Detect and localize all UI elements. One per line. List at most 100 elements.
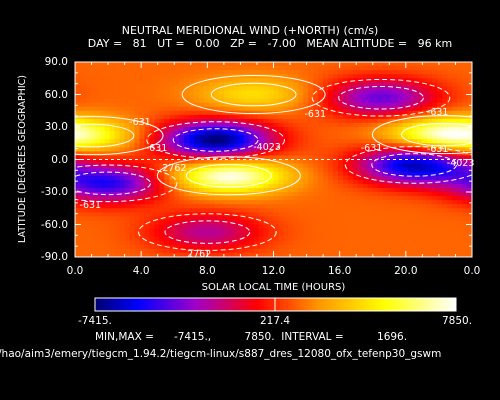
heatmap-cell: [382, 155, 389, 161]
heatmap-cell: [328, 204, 334, 209]
heatmap-cell: [218, 232, 225, 238]
heatmap-cell: [333, 183, 339, 189]
heatmap-cell: [387, 220, 394, 226]
x-tick-label: 4.0: [132, 265, 150, 277]
heatmap-cell: [104, 167, 111, 173]
heatmap-cell: [338, 175, 344, 181]
heatmap-cell: [84, 204, 91, 209]
heatmap-cell: [164, 78, 170, 83]
heatmap-cell: [412, 78, 419, 83]
heatmap-cell: [263, 139, 270, 144]
heatmap-cell: [233, 98, 240, 104]
heatmap-cell: [447, 66, 453, 71]
heatmap-cell: [94, 224, 101, 230]
heatmap-cell: [362, 167, 369, 173]
heatmap-cell: [308, 151, 314, 157]
heatmap-cell: [333, 118, 339, 124]
heatmap-cell: [397, 224, 404, 230]
heatmap-cell: [303, 106, 309, 112]
heatmap-cell: [94, 151, 101, 157]
heatmap-cell: [99, 82, 106, 87]
heatmap-cell: [213, 82, 220, 87]
heatmap-cell: [149, 127, 155, 132]
heatmap-cell: [263, 118, 270, 124]
heatmap-cell: [263, 78, 270, 83]
heatmap-cell: [442, 62, 448, 67]
heatmap-cell: [204, 143, 210, 148]
heatmap-cell: [263, 98, 270, 104]
heatmap-cell: [377, 62, 384, 67]
heatmap-cell: [283, 110, 289, 116]
heatmap-cell: [323, 90, 329, 96]
heatmap-cell: [79, 248, 86, 254]
heatmap-cell: [228, 102, 235, 108]
heatmap-cell: [228, 66, 235, 71]
heatmap-cell: [253, 179, 260, 185]
heatmap-cell: [218, 183, 225, 189]
heatmap-cell: [417, 192, 423, 197]
heatmap-cell: [452, 236, 458, 242]
heatmap-cell: [243, 167, 250, 173]
heatmap-cell: [213, 228, 220, 234]
heatmap-cell: [303, 216, 309, 222]
heatmap-cell: [243, 216, 250, 222]
heatmap-cell: [392, 208, 399, 213]
heatmap-cell: [288, 122, 294, 128]
heatmap-cell: [283, 196, 289, 201]
heatmap-cell: [387, 248, 394, 254]
heatmap-cell: [303, 220, 309, 226]
heatmap-cell: [427, 163, 433, 169]
heatmap-cell: [154, 114, 160, 120]
heatmap-cell: [467, 139, 472, 144]
heatmap-cell: [213, 208, 220, 213]
heatmap-cell: [104, 131, 111, 136]
heatmap-cell: [278, 102, 285, 108]
heatmap-cell: [347, 232, 354, 238]
heatmap-cell: [268, 196, 275, 201]
heatmap-cell: [333, 196, 339, 201]
heatmap-cell: [273, 143, 280, 148]
heatmap-cell: [228, 147, 235, 152]
heatmap-cell: [149, 244, 155, 250]
heatmap-cell: [179, 86, 185, 92]
heatmap-cell: [248, 236, 255, 242]
heatmap-cell: [174, 122, 180, 128]
heatmap-cell: [238, 122, 245, 128]
heatmap-cell: [462, 66, 468, 71]
heatmap-cell: [75, 131, 81, 136]
heatmap-cell: [268, 204, 275, 209]
heatmap-cell: [75, 216, 81, 222]
heatmap-cell: [303, 244, 309, 250]
heatmap-cell: [303, 62, 309, 67]
heatmap-cell: [184, 94, 190, 100]
heatmap-cell: [437, 127, 443, 132]
heatmap-cell: [318, 82, 324, 87]
heatmap-cell: [75, 90, 81, 96]
heatmap-cell: [427, 155, 433, 161]
heatmap-cell: [184, 122, 190, 128]
heatmap-cell: [84, 220, 91, 226]
heatmap-cell: [377, 228, 384, 234]
heatmap-cell: [184, 236, 190, 242]
heatmap-cell: [402, 224, 409, 230]
heatmap-cell: [208, 139, 215, 144]
heatmap-cell: [357, 90, 364, 96]
heatmap-cell: [303, 122, 309, 128]
heatmap-cell: [99, 163, 106, 169]
heatmap-cell: [79, 110, 86, 116]
heatmap-cell: [114, 82, 121, 87]
heatmap-cell: [377, 216, 384, 222]
heatmap-cell: [367, 232, 374, 238]
heatmap-cell: [407, 62, 414, 67]
heatmap-cell: [333, 179, 339, 185]
heatmap-cell: [89, 244, 96, 250]
heatmap-cell: [457, 94, 463, 100]
heatmap-cell: [338, 204, 344, 209]
heatmap-cell: [357, 179, 364, 185]
heatmap-cell: [79, 200, 86, 205]
heatmap-cell: [338, 252, 344, 257]
heatmap-cell: [189, 114, 195, 120]
heatmap-cell: [412, 62, 419, 67]
heatmap-cell: [427, 220, 433, 226]
